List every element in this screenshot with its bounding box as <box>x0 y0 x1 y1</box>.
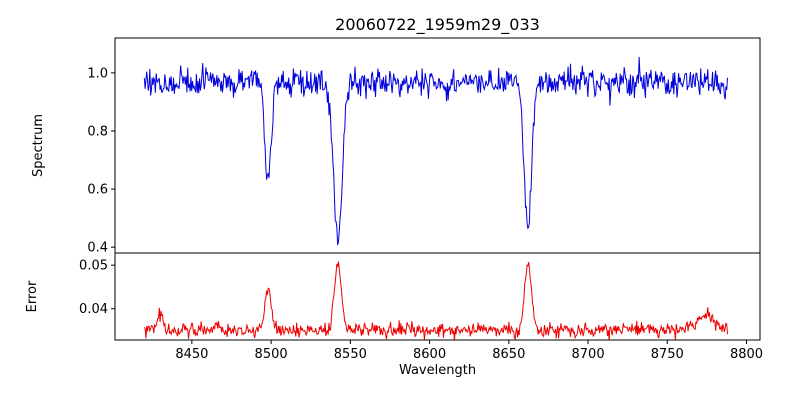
spectrum-y-tick-label: 0.4 <box>87 241 108 256</box>
spectrum-y-tick-label: 1.0 <box>87 66 108 81</box>
error-y-tick-label: 0.04 <box>79 302 108 317</box>
spectrum-line <box>143 56 729 246</box>
x-tick-label: 8600 <box>413 347 446 362</box>
spectrum-y-tick-label: 0.8 <box>87 124 108 139</box>
error-axes-frame <box>114 252 761 341</box>
error-y-tick-label: 0.05 <box>79 259 108 274</box>
x-tick-label: 8500 <box>255 347 288 362</box>
spectrum-panel: 0.4 0.6 0.8 1.0 <box>87 37 761 256</box>
spectrum-y-axis-label: Spectrum <box>31 114 46 177</box>
x-tick-label: 8700 <box>572 347 605 362</box>
error-y-ticks: 0.04 0.05 <box>79 259 115 317</box>
x-tick-label: 8550 <box>334 347 367 362</box>
error-line <box>143 261 729 340</box>
spectrum-axes-frame <box>114 37 761 254</box>
error-y-axis-label: Error <box>25 280 40 312</box>
x-ticks: 8450 8500 8550 8600 8650 8700 8750 8800 <box>175 340 763 362</box>
chart-title: 20060722_1959m29_033 <box>335 15 540 35</box>
x-tick-label: 8750 <box>651 347 684 362</box>
spectrum-y-tick-label: 0.6 <box>87 183 108 198</box>
spectrum-y-ticks: 0.4 0.6 0.8 1.0 <box>87 66 115 256</box>
x-tick-label: 8650 <box>492 347 525 362</box>
x-tick-label: 8450 <box>175 347 208 362</box>
error-panel: 0.04 0.05 <box>79 252 761 341</box>
x-tick-label: 8800 <box>730 347 763 362</box>
x-axis-label: Wavelength <box>399 363 476 378</box>
